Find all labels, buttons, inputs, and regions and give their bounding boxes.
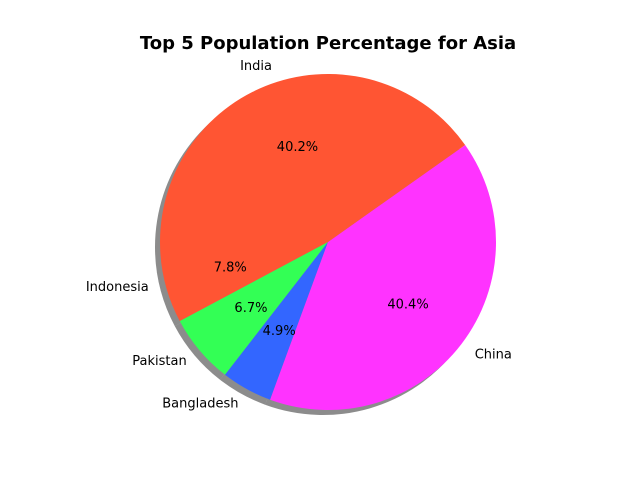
slice-pakistan xyxy=(179,242,328,375)
slice-label-indonesia: Indonesia xyxy=(86,280,149,295)
slice-percent-bangladesh: 4.9% xyxy=(263,324,296,339)
slice-bangladesh xyxy=(225,242,328,400)
slice-label-bangladesh: Bangladesh xyxy=(162,397,238,412)
slice-label-india: India xyxy=(240,59,272,74)
slice-china xyxy=(270,144,496,411)
slice-percent-pakistan: 6.7% xyxy=(234,301,267,316)
slice-india xyxy=(160,74,466,243)
slice-indonesia xyxy=(160,242,328,322)
pie-labels: Indonesia 7.8% Pakistan 6.7% Bangladesh 4.9% C… xyxy=(86,59,512,412)
pie-slices xyxy=(160,74,496,411)
slice-percent-india: 40.2% xyxy=(277,140,318,155)
slice-percent-china: 40.4% xyxy=(387,297,428,312)
slice-percent-indonesia: 7.8% xyxy=(214,260,247,275)
chart-title: Top 5 Population Percentage for Asia xyxy=(140,33,516,54)
slice-label-pakistan: Pakistan xyxy=(132,354,186,369)
slice-label-china: China xyxy=(475,347,512,362)
